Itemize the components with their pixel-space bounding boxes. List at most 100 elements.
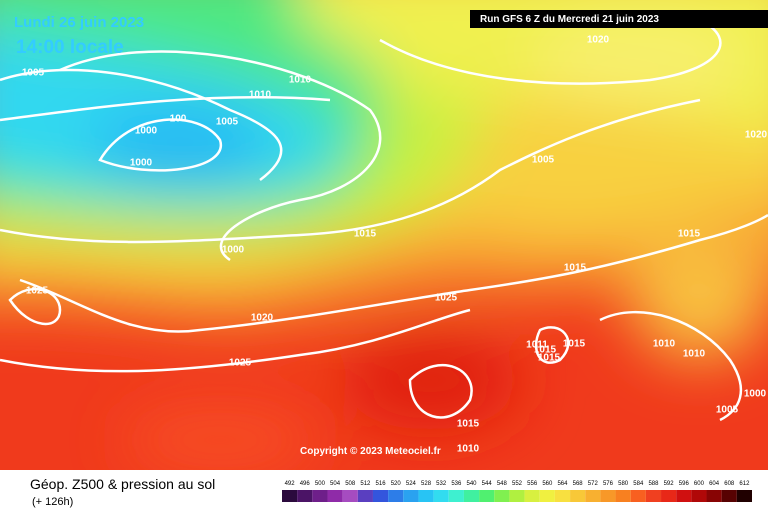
scale-label: 604 [709, 481, 720, 487]
isobar-label: 1005 [22, 68, 45, 79]
scale-label: 504 [330, 481, 341, 487]
scale-swatch [736, 490, 752, 502]
isobar-label: 1000 [130, 158, 153, 169]
scale-label: 568 [573, 481, 584, 487]
isobar-label: 1010 [289, 75, 312, 86]
isobar-label: 1015 [534, 345, 557, 356]
scale-label: 612 [739, 481, 750, 487]
isobar-label: 1020 [251, 313, 274, 324]
scale-swatch [615, 490, 631, 502]
copyright: Copyright © 2023 Meteociel.fr [300, 446, 441, 457]
scale-label: 492 [285, 481, 296, 487]
isobar-label: 1015 [354, 229, 377, 240]
date: Lundi 26 juin 2023 [14, 14, 144, 31]
scale-label: 548 [497, 481, 508, 487]
scale-label: 520 [391, 481, 402, 487]
footer-subtitle: (+ 126h) [32, 496, 73, 508]
scale-swatch [509, 490, 525, 502]
scale-label: 584 [633, 481, 644, 487]
scale-label: 596 [679, 481, 690, 487]
scale-swatch [418, 490, 434, 502]
scale-swatch [433, 490, 449, 502]
scale-swatch [645, 490, 662, 502]
scale-swatch [600, 490, 616, 502]
scale-label: 536 [451, 481, 462, 487]
scale-label: 540 [467, 481, 478, 487]
isobar-label: 1000 [135, 126, 158, 137]
scale-swatch [585, 490, 601, 502]
scale-swatch [721, 490, 737, 502]
scale-label: 592 [664, 481, 675, 487]
isobar-label: 1000 [222, 245, 245, 256]
isobar-label: 1015 [678, 229, 701, 240]
isobar-label: 1015 [457, 419, 480, 430]
scale-label: 500 [315, 481, 326, 487]
isobar-label: 1005 [716, 405, 739, 416]
scale-label: 588 [648, 481, 659, 487]
scale-label: 508 [345, 481, 356, 487]
scale-swatch [357, 490, 373, 502]
field: 1005 1010 1010 100 1005 1000 1000 1020 1005 1020 1… [0, 0, 768, 470]
scale-label: 524 [406, 481, 417, 487]
isobar-labels: 1005 1010 1010 100 1005 1000 1000 1020 1005 1020 1… [22, 35, 768, 455]
scale-swatch [342, 490, 358, 502]
scale-label: 528 [421, 481, 432, 487]
scale-swatch [312, 490, 328, 502]
isobar-label: 1010 [683, 349, 706, 360]
scale-swatch [661, 490, 677, 502]
scale-label: 576 [603, 481, 614, 487]
scale-swatch [448, 490, 464, 502]
scale-label: 580 [618, 481, 629, 487]
scale-label: 552 [512, 481, 523, 487]
scale-label: 560 [542, 481, 553, 487]
isobar-label: 1015 [538, 353, 561, 364]
isobar-label: 1005 [216, 117, 239, 128]
isobar-label: 1025 [435, 293, 458, 304]
scale-swatch [388, 490, 404, 502]
isobar-label: 1015 [564, 263, 587, 274]
isobar-label: 1025 [26, 286, 49, 297]
scale-swatch [706, 490, 722, 502]
scale-label: 564 [557, 481, 568, 487]
scale-swatch [282, 490, 298, 502]
isobar-label: 1020 [587, 35, 610, 46]
isobar-label: 1015 [563, 339, 586, 350]
run-box [470, 10, 768, 28]
scale-swatch [463, 490, 480, 502]
scale-swatch [630, 490, 646, 502]
scale-swatch [539, 490, 555, 502]
scale-swatch [327, 490, 343, 502]
scale-swatch [524, 490, 540, 502]
scale-swatch [403, 490, 419, 502]
isobar-label: 1010 [653, 339, 676, 350]
isobar-label: 100 [170, 114, 187, 125]
time: 14:00 locale [16, 37, 124, 58]
isobar-label: 1011 [526, 340, 548, 351]
isobar-label: 1010 [249, 90, 272, 101]
isobars [0, 18, 768, 422]
scale-swatch [691, 490, 707, 502]
color-scale: 492 496 500 504 508 512 516 520 524 528 532 536 540 5… [282, 481, 752, 502]
scale-swatch [479, 490, 495, 502]
isobar-label: 1025 [229, 358, 252, 369]
scale-label: 516 [376, 481, 387, 487]
scale-label: 532 [436, 481, 447, 487]
scale-label: 556 [527, 481, 538, 487]
run-info: Run GFS 6 Z du Mercredi 21 juin 2023 [480, 14, 659, 25]
scale-label: 512 [360, 481, 371, 487]
footer-title: Géop. Z500 & pression au sol [30, 476, 215, 492]
scale-label: 572 [588, 481, 599, 487]
isobar-label: 1005 [532, 155, 555, 166]
scale-swatch [570, 490, 586, 502]
scale-swatch [554, 490, 571, 502]
scale-swatch [372, 490, 389, 502]
isobar-label: 1010 [457, 444, 480, 455]
scale-label: 608 [724, 481, 735, 487]
isobar-label: 1020 [745, 130, 768, 141]
isobar-label: 1000 [744, 389, 767, 400]
scale-swatch [297, 490, 313, 502]
scale-label: 496 [300, 481, 311, 487]
scale-label: 544 [482, 481, 493, 487]
